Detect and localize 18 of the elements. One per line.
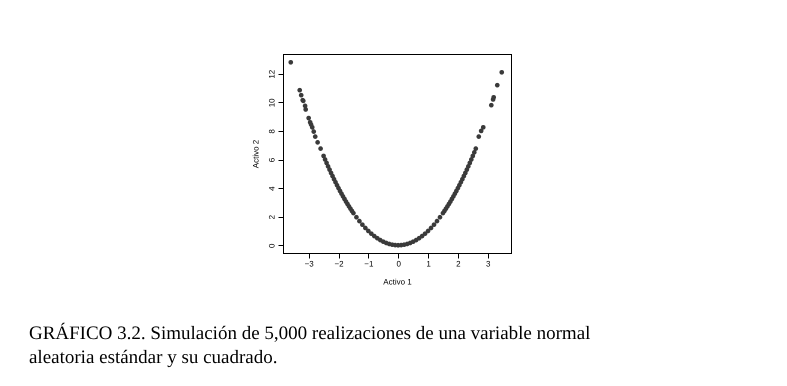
y-tick-label: 8 bbox=[268, 128, 276, 134]
x-tick-label: 2 bbox=[456, 260, 462, 268]
text: GRÁFICO 3.2. Simulación de 5,000 realizaciones de una variable normal bbox=[29, 322, 590, 344]
y-tick-label: 4 bbox=[268, 186, 276, 191]
x-tick-label: −2 bbox=[334, 260, 344, 268]
x-tick-label: −1 bbox=[364, 260, 374, 268]
y-tick-label: 6 bbox=[268, 157, 276, 162]
x-tick-label: 3 bbox=[486, 260, 491, 268]
x-axis-title: Activo 1 bbox=[383, 278, 412, 286]
y-tick-label: 10 bbox=[268, 98, 276, 108]
x-tick-label: 0 bbox=[396, 260, 402, 268]
x-tick-label: −3 bbox=[304, 260, 314, 268]
text: aleatoria estándar y su cuadrado. bbox=[29, 347, 278, 368]
y-tick-label: 12 bbox=[268, 69, 276, 79]
y-tick-label: 0 bbox=[268, 243, 276, 248]
y-tick-label: 2 bbox=[268, 214, 276, 220]
x-tick-label: 1 bbox=[426, 260, 432, 268]
y-axis-title: Activo 2 bbox=[252, 139, 260, 168]
